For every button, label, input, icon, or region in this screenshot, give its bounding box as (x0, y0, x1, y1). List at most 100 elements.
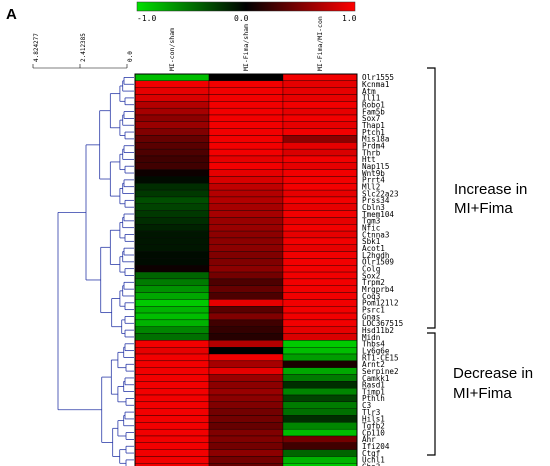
heatmap-cell (134, 80, 210, 88)
heatmap-cell (134, 265, 210, 273)
heatmap-cell (282, 463, 358, 466)
heatmap-cell (134, 449, 210, 457)
heatmap-cell (208, 374, 284, 382)
heatmap-cell (282, 169, 358, 177)
heatmap-cell (134, 107, 210, 116)
heatmap-cell (282, 244, 358, 252)
gene-label: Nfic (362, 223, 380, 232)
heatmap-cell (208, 162, 284, 170)
heatmap-cell (134, 340, 210, 348)
column-label: MI-Fima/sham (242, 24, 250, 71)
gene-label: Cbln3 (362, 203, 385, 212)
heatmap-cell (208, 114, 284, 122)
heatmap-cell (208, 435, 284, 443)
gene-label: C3 (362, 401, 371, 410)
heatmap-cell (208, 312, 284, 321)
gene-label: Sox7 (362, 114, 380, 123)
heatmap-cell (208, 401, 284, 409)
decrease-label-line2: MI+Fima (453, 385, 512, 402)
increase-bracket (427, 67, 436, 329)
heatmap-cell (208, 155, 284, 163)
heatmap-cell (134, 87, 210, 95)
heatmap-cell (282, 189, 358, 198)
heatmap-cell (134, 189, 210, 198)
gene-label: Htt (362, 155, 376, 164)
heatmap-cell (134, 347, 210, 355)
column-label: MI-con/sham (168, 28, 176, 71)
heatmap-cell (282, 183, 358, 191)
heatmap-cell (282, 442, 358, 450)
heatmap-cell (282, 107, 358, 116)
heatmap-cell (134, 408, 210, 416)
heatmap-cell (208, 176, 284, 184)
gene-label: Atm (362, 87, 376, 96)
decrease-label-line1: Decrease in (453, 365, 533, 382)
gene-label: Tgm3 (362, 217, 380, 226)
heatmap-cell (208, 87, 284, 95)
heatmap-cell (208, 347, 284, 355)
heatmap-cell (208, 101, 284, 109)
scale-mid-label: 0.0 (234, 14, 249, 23)
heatmap-cell (134, 271, 210, 280)
decrease-bracket (427, 332, 436, 456)
heatmap-cell (208, 189, 284, 198)
heatmap-cell (208, 135, 284, 143)
gene-label: Tgfb2 (362, 422, 385, 431)
panel-letter: A (6, 6, 17, 23)
gene-label: Pom121l2 (362, 299, 399, 308)
heatmap-cell (282, 401, 358, 409)
heatmap-cell (134, 381, 210, 389)
heatmap-cell (208, 360, 284, 368)
heatmap-cell (282, 347, 358, 355)
heatmap-cell (282, 148, 358, 157)
heatmap-cell (282, 101, 358, 109)
heatmap-cell (208, 107, 284, 116)
heatmap-cell (282, 449, 358, 457)
heatmap-cell (282, 312, 358, 321)
heatmap-cell (282, 94, 358, 102)
heatmap-cell (208, 299, 284, 307)
gene-label: Mis18a (362, 135, 389, 144)
gene-label: Thbs4 (362, 340, 385, 349)
column-label: MI-Fima/MI-con (316, 16, 324, 71)
heatmap-cell (208, 94, 284, 102)
heatmap-cell (208, 367, 284, 375)
gene-label: Arnt2 (362, 360, 385, 369)
gene-label: Wnt9b (362, 169, 385, 178)
heatmap-cell (134, 285, 210, 293)
heatmap-cell (208, 73, 284, 82)
heatmap-cell (134, 435, 210, 443)
color-scale-bar (136, 1, 356, 12)
heatmap-cell (208, 148, 284, 157)
gene-label: Kcnma1 (362, 80, 390, 89)
gene-label: Ctnna3 (362, 230, 389, 239)
heatmap-cell (134, 169, 210, 177)
heatmap-cell (208, 285, 284, 293)
dendrogram-scale-label: 2.412385 (80, 33, 87, 62)
heatmap-cell (282, 87, 358, 95)
dendrogram-scale: 4.824277 2.412385 0.0 (32, 33, 134, 69)
heatmap-cell (134, 278, 210, 286)
heatmap-cell (134, 319, 210, 327)
heatmap-cell (134, 258, 210, 266)
heatmap-border (134, 73, 358, 466)
heatmap-cell (134, 401, 210, 409)
heatmap-cell (208, 340, 284, 348)
gene-label: Ly6g6e (362, 346, 390, 355)
heatmap-cell (282, 408, 358, 416)
heatmap-cell (134, 135, 210, 143)
heatmap-cell (208, 333, 284, 341)
heatmap-cell (134, 128, 210, 136)
gene-label: Olr1555 (362, 73, 394, 82)
heatmap-cell (282, 394, 358, 403)
gene-label: L2hgdh (362, 251, 389, 260)
heatmap-cell (208, 449, 284, 457)
heatmap-cell (282, 155, 358, 163)
heatmap-cell (134, 388, 210, 396)
heatmap-cell (208, 224, 284, 232)
heatmap-cell (134, 224, 210, 232)
heatmap-cell (282, 251, 358, 259)
gene-label: Serpine2 (362, 367, 399, 376)
heatmap-cell (134, 442, 210, 450)
gene-label: Ifi204 (362, 442, 390, 451)
